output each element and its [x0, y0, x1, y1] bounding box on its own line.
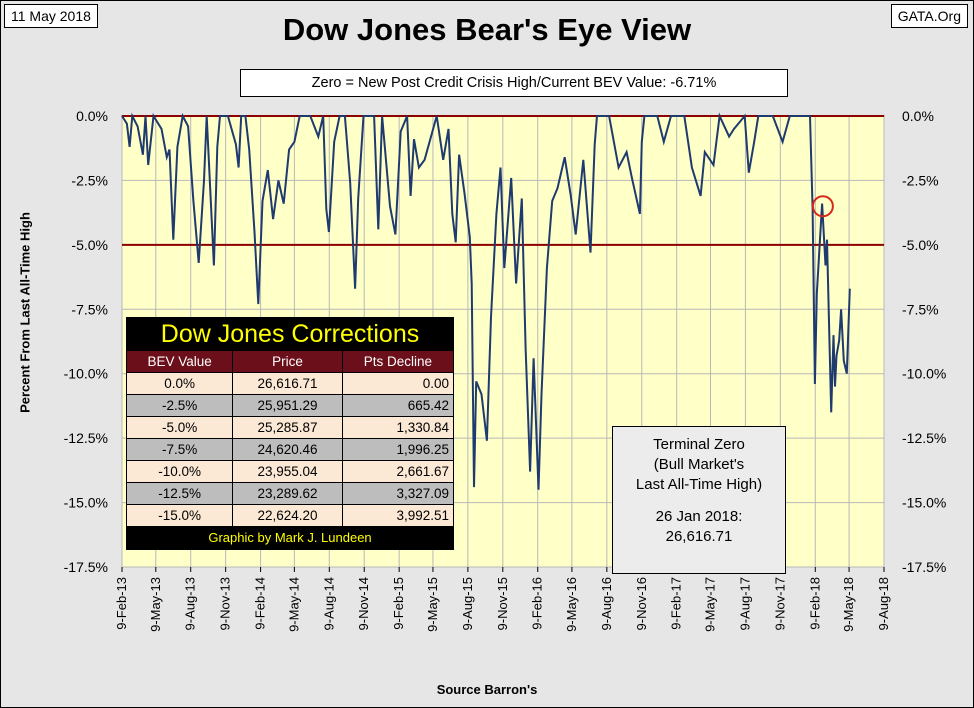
chart-subtitle: Zero = New Post Credit Crisis High/Curre… [240, 69, 788, 97]
x-tick-label: 9-May-17 [702, 577, 717, 632]
x-tick-label: 9-Feb-14 [253, 577, 268, 630]
y-axis-right: 0.0% -2.5% -5.0% -7.5% -10.0% -12.5% -15.0% -17… [902, 108, 946, 575]
price-cell: 22,624.20 [233, 505, 343, 526]
highlight-marker [811, 195, 834, 218]
x-tick-label: 9-May-14 [286, 577, 301, 632]
table-row: -12.5% 23,289.62 3,327.09 [127, 482, 453, 504]
table-row: -5.0% 25,285.87 1,330.84 [127, 416, 453, 438]
bev-value-cell: -5.0% [127, 417, 234, 438]
x-tick-label: 9-Nov-16 [634, 577, 649, 630]
price-cell: 26,616.71 [233, 373, 343, 394]
table-row: -7.5% 24,620.46 1,996.25 [127, 438, 453, 460]
terminal-zero-line2: (Bull Market's [653, 456, 745, 473]
x-tick-label: 9-Aug-13 [183, 577, 198, 630]
bev-value-cell: -7.5% [127, 439, 234, 460]
x-tick-label: 9-Aug-15 [460, 577, 475, 630]
y-tick-label: -2.5% [71, 172, 108, 188]
y-axis-label: Percent From Last All-Time High [17, 212, 33, 413]
x-tick-label: 9-Feb-17 [669, 577, 684, 630]
y-tick-label: -7.5% [71, 301, 108, 317]
x-tick-label: 9-Nov-13 [218, 577, 233, 630]
pts-decline-cell: 665.42 [407, 398, 449, 413]
y-tick-label: -17.5% [64, 559, 108, 575]
bev-value-cell: -2.5% [127, 395, 234, 416]
terminal-zero-line3: Last All-Time High) [635, 476, 763, 493]
x-tick-label: 9-Nov-15 [495, 577, 510, 630]
x-axis-label: Source Barron's [436, 682, 538, 697]
y-axis-left: 0.0% -2.5% -5.0% -7.5% -10.0% -12.5% -15.0% -17… [64, 108, 108, 575]
bev-value-cell: -15.0% [127, 505, 234, 526]
series-line [121, 112, 851, 490]
pts-decline-cell: 3,992.51 [396, 508, 449, 523]
y-tick-label: -12.5% [902, 430, 946, 446]
chart-title: Dow Jones Bear's Eye View [282, 12, 692, 47]
terminal-zero-line5: 26,616.71 [665, 528, 733, 545]
x-tick-label: 9-Aug-17 [737, 577, 752, 630]
x-tick-label: 9-Nov-14 [356, 577, 371, 630]
x-tick-label: 9-Aug-18 [876, 577, 891, 630]
x-tick-label: 9-Feb-13 [114, 577, 129, 630]
x-tick-label: 9-Aug-14 [321, 577, 336, 630]
x-tick-label: 9-May-15 [425, 577, 440, 632]
x-tick-label: 9-Feb-16 [530, 577, 545, 630]
y-tick-label: -5.0% [902, 237, 939, 253]
corrections-table-header: BEV Value Price Pts Decline [127, 351, 453, 372]
price-cell: 23,955.04 [233, 461, 343, 482]
y-tick-label: -7.5% [902, 301, 939, 317]
pts-decline-cell: 0.00 [422, 376, 449, 391]
x-axis: 9-Feb-13 9-May-13 9-Aug-13 9-Nov-13 9-Feb-14… [114, 567, 891, 632]
x-tick-label: 9-May-16 [564, 577, 579, 632]
x-tick-label: 9-Nov-17 [772, 577, 787, 630]
price-cell: 25,285.87 [233, 417, 343, 438]
y-tick-label: -10.0% [64, 366, 108, 382]
pts-decline-cell: 1,330.84 [396, 420, 449, 435]
header-pts-decline: Pts Decline [363, 354, 432, 369]
source-tag: GATA.Org [890, 4, 968, 28]
terminal-zero-line4: 26 Jan 2018: [655, 508, 743, 525]
price-cell: 24,620.46 [233, 439, 343, 460]
y-tick-label: -2.5% [902, 172, 939, 188]
x-tick-label: 9-Feb-18 [807, 577, 822, 630]
x-tick-label: 9-May-18 [841, 577, 856, 632]
table-row: -2.5% 25,951.29 665.42 [127, 394, 453, 416]
y-tick-label: 0.0% [76, 108, 108, 124]
terminal-zero-line1: Terminal Zero [653, 436, 745, 453]
bev-value-cell: -12.5% [127, 483, 234, 504]
price-cell: 23,289.62 [233, 483, 343, 504]
x-tick-label: 9-Aug-16 [599, 577, 614, 630]
y-tick-label: -17.5% [902, 559, 946, 575]
x-tick-label: 9-Feb-15 [391, 577, 406, 630]
corrections-table-title: Dow Jones Corrections [160, 320, 420, 348]
header-price: Price [233, 351, 343, 372]
bev-value-cell: 0.0% [127, 373, 234, 394]
y-tick-label: -15.0% [902, 495, 946, 511]
table-row: -15.0% 22,624.20 3,992.51 [127, 504, 453, 526]
bev-value-cell: -10.0% [127, 461, 234, 482]
pts-decline-cell: 3,327.09 [396, 486, 449, 501]
y-tick-label: -12.5% [64, 430, 108, 446]
price-cell: 25,951.29 [233, 395, 343, 416]
header-bev-value: BEV Value [127, 351, 234, 372]
table-row: 0.0% 26,616.71 0.00 [127, 372, 453, 394]
y-tick-label: -10.0% [902, 366, 946, 382]
corrections-table-footer: Graphic by Mark J. Lundeen [127, 526, 453, 549]
pts-decline-cell: 1,996.25 [396, 442, 449, 457]
corrections-table: Dow Jones Corrections BEV Value Price Pt… [126, 317, 454, 550]
pts-decline-cell: 2,661.67 [396, 464, 449, 479]
y-tick-label: -15.0% [64, 495, 108, 511]
y-tick-label: -5.0% [71, 237, 108, 253]
terminal-zero-box: Terminal Zero (Bull Market's Last All-Ti… [612, 426, 786, 574]
y-tick-label: 0.0% [902, 108, 934, 124]
x-tick-label: 9-May-13 [148, 577, 163, 632]
table-row: -10.0% 23,955.04 2,661.67 [127, 460, 453, 482]
date-label: 11 May 2018 [4, 4, 98, 28]
